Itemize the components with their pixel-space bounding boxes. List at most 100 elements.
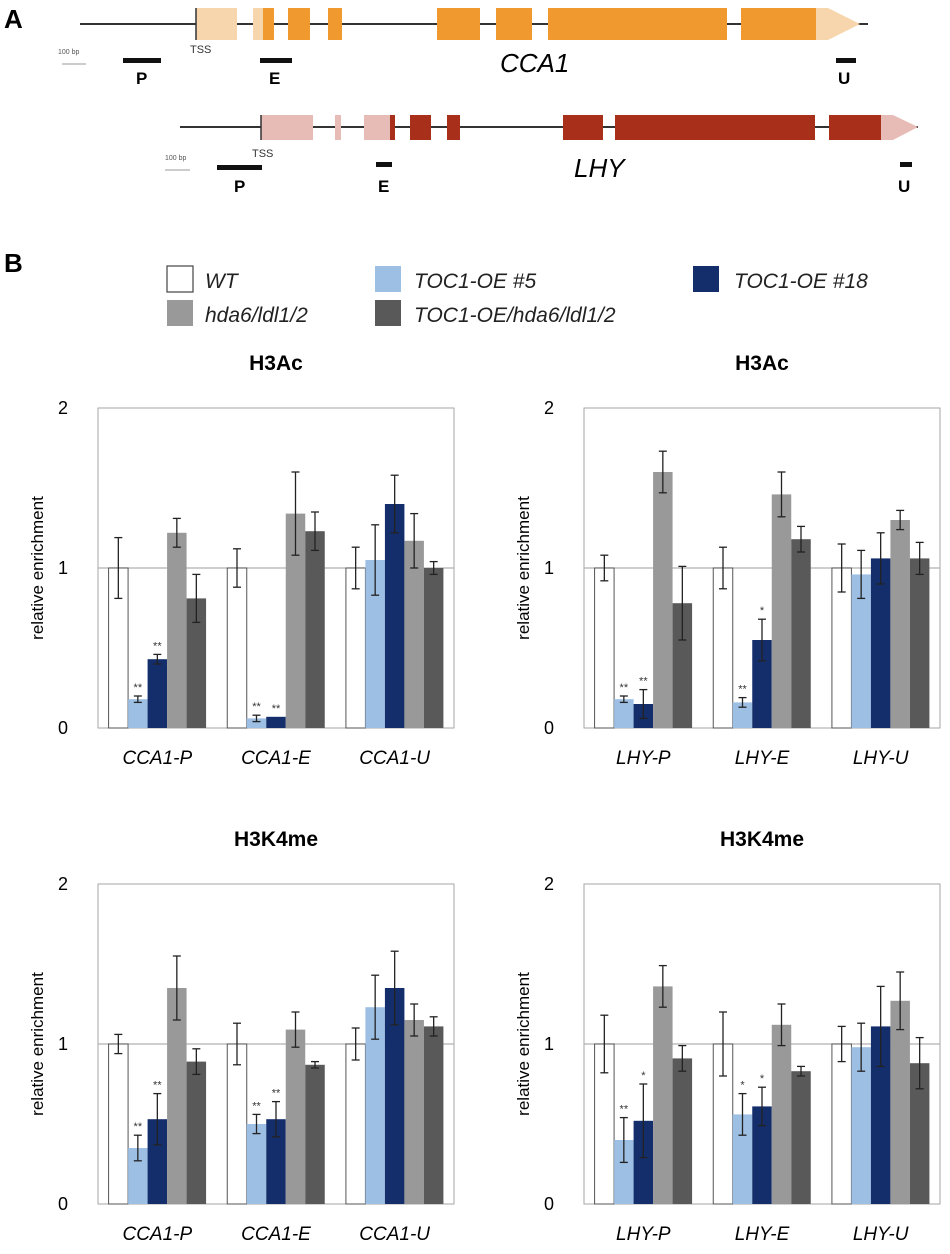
y-tick-label: 2 xyxy=(544,398,554,418)
y-tick-label: 1 xyxy=(58,558,68,578)
lhy-probe-e-bar xyxy=(376,162,392,167)
bar-toc1-oe-hda6-ldl1-2 xyxy=(909,558,930,728)
bar-toc1-oe-hda6-ldl1-2 xyxy=(672,603,693,728)
bar-toc1-oe-hda6-ldl1-2 xyxy=(791,1071,811,1204)
panel-a-letter: A xyxy=(4,4,23,34)
category-label: CCA1-U xyxy=(359,748,430,769)
y-axis-label: relative enrichment xyxy=(514,972,533,1116)
bar-toc1-oe-5 xyxy=(732,1114,753,1204)
bar-toc1-oe-5 xyxy=(365,1007,385,1204)
bar-hda6-ldl1-2 xyxy=(285,513,306,728)
cca1-probe-p-bar xyxy=(123,58,161,63)
y-tick-label: 0 xyxy=(58,1194,68,1214)
significance-mark: ** xyxy=(134,1121,143,1133)
legend-swatch-wt xyxy=(166,265,194,293)
category-label: CCA1-P xyxy=(122,1224,192,1245)
lhy-utr5c xyxy=(364,115,390,140)
bar-wt xyxy=(226,567,248,729)
chart-h3ac-cca1: H3Ac 0 1 2 relative enrichment ** ** CCA1-P ** **… xyxy=(28,352,455,769)
legend-swatch-toc1-oe-5 xyxy=(375,266,401,292)
bar-wt xyxy=(831,1043,852,1205)
cca1-scale-label: 100 bp xyxy=(58,49,80,56)
bar-hda6-ldl1-2 xyxy=(404,540,424,728)
bar-toc1-oe-18 xyxy=(266,716,286,728)
significance-mark: ** xyxy=(620,1104,629,1116)
y-tick-label: 1 xyxy=(58,1034,68,1054)
significance-mark: * xyxy=(760,1073,765,1085)
lhy-exon-6 xyxy=(829,115,881,140)
bar-toc1-oe-hda6-ldl1-2 xyxy=(305,1064,325,1204)
legend-label-toc1-oe-hda6: TOC1-OE/hda6/ldl1/2 xyxy=(414,304,616,327)
category-label: LHY-E xyxy=(735,748,790,769)
bar-wt xyxy=(226,1043,248,1205)
lhy-utr5b xyxy=(335,115,341,140)
y-tick-label: 2 xyxy=(544,874,554,894)
y-tick-label: 0 xyxy=(544,1194,554,1214)
bar-wt xyxy=(712,567,734,729)
bar-toc1-oe-hda6-ldl1-2 xyxy=(186,1061,207,1204)
cca1-utr5 xyxy=(196,8,237,40)
cca1-probe-u-label: U xyxy=(838,69,850,88)
lhy-probe-u-label: U xyxy=(898,177,910,196)
lhy-probe-e-label: E xyxy=(378,177,389,196)
bar-hda6-ldl1-2 xyxy=(404,1020,424,1204)
cca1-exon-6 xyxy=(548,8,727,40)
significance-mark: ** xyxy=(252,701,261,713)
y-tick-label: 0 xyxy=(544,718,554,738)
category-label: CCA1-E xyxy=(241,1224,311,1245)
bar-wt xyxy=(345,567,366,729)
legend-swatch-hda6 xyxy=(167,300,193,326)
significance-mark: ** xyxy=(134,682,143,694)
category-label: LHY-E xyxy=(735,1224,790,1245)
bar-toc1-oe-5 xyxy=(128,699,148,728)
cca1-utr3-arrow xyxy=(816,8,860,40)
lhy-utr5 xyxy=(261,115,313,140)
category-label: LHY-U xyxy=(853,1224,909,1245)
gene-model-lhy: 100 bp TSS P E U LHY xyxy=(165,115,918,196)
significance-mark: ** xyxy=(738,684,747,696)
gene-model-cca1: 100 bp TSS P E U CCA1 xyxy=(58,8,868,88)
lhy-probe-u-bar xyxy=(900,162,912,167)
panel-a: A 100 bp TSS P E U CCA1 xyxy=(4,4,918,196)
lhy-exon-4 xyxy=(563,115,603,140)
bar-toc1-oe-hda6-ldl1-2 xyxy=(672,1058,693,1204)
lhy-utr3-arrow xyxy=(881,115,918,140)
bar-hda6-ldl1-2 xyxy=(653,472,673,728)
bar-hda6-ldl1-2 xyxy=(771,494,792,728)
bar-hda6-ldl1-2 xyxy=(890,1000,910,1204)
cca1-probe-p-label: P xyxy=(136,69,147,88)
cca1-gene-name: CCA1 xyxy=(500,48,569,78)
y-tick-label: 0 xyxy=(58,718,68,738)
legend-swatch-toc1-oe-hda6 xyxy=(375,300,401,326)
cca1-exon-3 xyxy=(328,8,342,40)
lhy-probe-p-bar xyxy=(217,165,262,170)
lhy-scale-label: 100 bp xyxy=(165,155,187,162)
lhy-exon-1 xyxy=(390,115,395,140)
bar-toc1-oe-hda6-ldl1-2 xyxy=(423,1026,444,1204)
bar-toc1-oe-hda6-ldl1-2 xyxy=(305,531,325,728)
cca1-exon-5 xyxy=(496,8,532,40)
legend-label-toc1-oe-5: TOC1-OE #5 xyxy=(414,270,536,293)
cca1-probe-e-bar xyxy=(260,58,292,63)
significance-mark: ** xyxy=(272,1088,281,1100)
bar-toc1-oe-5 xyxy=(246,718,267,728)
bar-toc1-oe-18 xyxy=(633,1120,654,1204)
lhy-exon-2 xyxy=(410,115,431,140)
cca1-exon-4 xyxy=(437,8,480,40)
significance-mark: ** xyxy=(272,703,281,715)
bar-toc1-oe-hda6-ldl1-2 xyxy=(909,1063,930,1204)
bar-wt xyxy=(345,1043,366,1205)
legend-label-wt: WT xyxy=(205,270,240,293)
category-label: CCA1-P xyxy=(122,748,192,769)
lhy-exon-3 xyxy=(447,115,460,140)
cca1-probe-u-bar xyxy=(836,58,856,63)
bar-toc1-oe-18 xyxy=(870,558,891,728)
bar-toc1-oe-5 xyxy=(614,1140,634,1204)
bar-toc1-oe-5 xyxy=(246,1124,267,1204)
chart-title: H3Ac xyxy=(735,352,789,375)
bar-wt xyxy=(594,567,615,729)
significance-mark: ** xyxy=(153,640,162,652)
bar-toc1-oe-5 xyxy=(614,699,634,728)
